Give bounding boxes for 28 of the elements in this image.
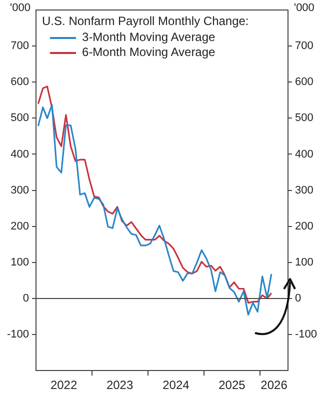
y-tick-label: 600 <box>10 76 30 88</box>
y2-tick-label: 500 <box>294 112 314 124</box>
y2-tick-label: 200 <box>294 220 314 232</box>
legend-label: 3-Month Moving Average <box>82 30 216 45</box>
legend-label: 6-Month Moving Average <box>82 45 216 60</box>
x-tick-label: 2022 <box>50 378 78 392</box>
y2-tick-label: -100 <box>294 328 318 341</box>
y2-tick-label: 0 <box>294 292 302 305</box>
y-tick-label: 700 <box>10 40 30 52</box>
y2-axis-title: '000 <box>294 2 314 14</box>
y-tick-label: 300 <box>10 184 30 196</box>
y2-tick-label: 700 <box>294 40 314 52</box>
y-tick-label: 400 <box>10 148 30 160</box>
y-tick-label: 100 <box>10 256 30 268</box>
y2-tick-label: 300 <box>294 184 314 196</box>
y-tick-label: 200 <box>10 220 30 232</box>
y2-tick-label: 100 <box>294 256 314 268</box>
x-tick-label: 2026 <box>260 378 288 392</box>
x-tick-label: 2023 <box>106 378 134 392</box>
x-tick-label: 2024 <box>162 378 190 392</box>
y-tick-label: 0 <box>22 292 30 305</box>
x-tick-label: 2025 <box>218 378 246 392</box>
y2-tick-label: 400 <box>294 148 314 160</box>
y-tick-label: -100 <box>6 328 30 341</box>
y2-tick-label: 600 <box>294 76 314 88</box>
legend-title: U.S. Nonfarm Payroll Monthly Change: <box>42 14 249 29</box>
y-tick-label: 500 <box>10 112 30 124</box>
y-axis-title: '000 <box>10 2 30 14</box>
